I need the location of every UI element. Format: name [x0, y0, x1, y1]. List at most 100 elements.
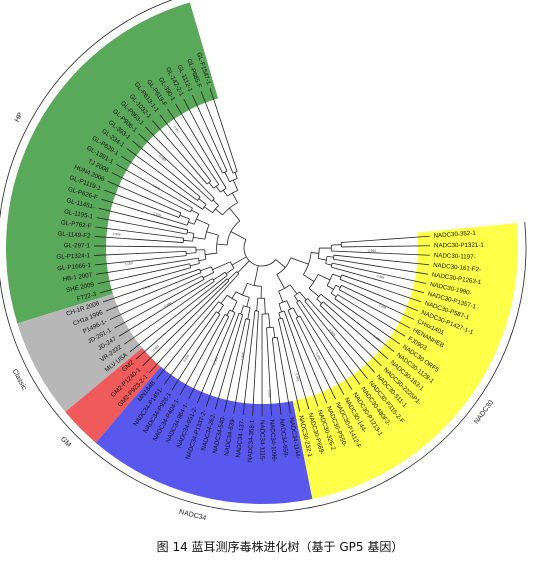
bracket-hp — [0, 0, 173, 326]
bootstrap-label: 0.997 — [152, 344, 161, 353]
leaf-label: HB-1 2007 — [62, 272, 93, 284]
branch-arc — [229, 309, 236, 313]
branch-line — [107, 180, 182, 214]
branch-line — [159, 114, 212, 182]
branch-arc — [278, 317, 283, 320]
leaf-label: NADC34-659- — [278, 419, 289, 458]
branch-line — [183, 99, 224, 174]
branch-line — [232, 192, 238, 203]
branch-line — [171, 314, 221, 391]
branch-line — [188, 316, 230, 400]
branch-line — [242, 310, 256, 415]
clade-label-classic: Classic — [11, 368, 28, 392]
branch-line — [124, 281, 215, 345]
branch-arc — [308, 274, 319, 289]
leaf-label: NADC34-137- — [235, 419, 246, 458]
branch-line — [282, 317, 310, 410]
branch-line — [278, 319, 301, 412]
branch-line — [334, 298, 401, 345]
branch-line — [339, 279, 418, 312]
branch-line — [94, 250, 187, 256]
clade-label-hp: HP — [14, 111, 25, 123]
bootstrap-label: 0.994 — [163, 301, 172, 309]
branch-line — [234, 172, 238, 179]
leaf-label: GL-P762-F — [61, 219, 92, 230]
branch-arc — [334, 294, 338, 299]
branch-line — [204, 206, 213, 213]
branch-arc — [178, 212, 182, 218]
branch-line — [205, 313, 240, 407]
branch-line — [97, 263, 190, 285]
sector-hp — [6, 2, 219, 324]
branch-line — [341, 274, 422, 303]
branch-line — [326, 255, 334, 258]
branch-line — [339, 289, 410, 329]
branch-line — [223, 318, 247, 412]
branch-line — [215, 186, 221, 193]
phylogenetic-tree-figure: 0.999 0.998 1.000 0.997 0.995 0.999 0.993 0.996… — [0, 0, 527, 522]
branch-line — [104, 189, 180, 218]
bootstrap-label: 1.000 — [378, 303, 387, 310]
branch-line — [332, 273, 342, 278]
branch-arc — [243, 239, 277, 267]
branch-line — [205, 252, 217, 255]
branch-line — [179, 314, 226, 395]
branch-line — [341, 245, 430, 248]
leaf-label: NADC30-161-F2- — [433, 262, 482, 274]
branch-line — [299, 315, 345, 395]
branch-line — [129, 274, 228, 353]
branch-line — [337, 294, 406, 337]
branch-line — [266, 327, 272, 416]
branch-arc — [325, 256, 328, 264]
branch-line — [231, 291, 237, 299]
branch-line — [98, 207, 188, 231]
figure-caption: 图 14 蓝耳测序毒株进化树（基于 GP5 基因） — [156, 540, 404, 554]
leaf-label: NADC34-1096- — [268, 420, 277, 463]
branch-line — [320, 293, 395, 353]
branch-line — [213, 271, 226, 281]
branch-arc — [186, 218, 190, 226]
branch-line — [276, 337, 291, 414]
bracket-nadc34 — [90, 448, 315, 513]
branch-line — [332, 262, 427, 284]
branch-line — [318, 258, 327, 261]
branch-line — [272, 327, 276, 338]
branch-line — [225, 267, 235, 275]
branch-line — [135, 278, 228, 360]
branch-arc — [216, 311, 221, 315]
branch-line — [121, 155, 203, 210]
branch-arc — [216, 235, 219, 254]
branch-arc — [206, 180, 211, 185]
branch-arc — [338, 285, 342, 290]
branch-line — [99, 267, 191, 294]
branch-line — [193, 236, 205, 240]
branch-arc — [192, 233, 195, 242]
branch-line — [278, 312, 281, 319]
branch-line — [299, 300, 361, 385]
bootstrap-label: 0.996 — [112, 232, 121, 237]
bootstrap-label: 1.000 — [240, 352, 245, 361]
branch-line — [331, 250, 430, 256]
branch-line — [246, 297, 250, 307]
branch-arc — [236, 271, 240, 274]
branch-line — [231, 256, 247, 266]
branch-line — [203, 272, 214, 279]
bracket-classic — [9, 325, 60, 418]
branch-line — [283, 310, 319, 407]
leaf-label: GL-P1324-1 — [56, 252, 91, 261]
bracket-gm — [58, 416, 91, 450]
branch-line — [293, 295, 299, 302]
branch-line — [198, 198, 207, 205]
branch-line — [152, 120, 208, 185]
bootstrap-label: 0.999 — [368, 249, 376, 253]
bootstrap-label: 0.992 — [153, 211, 162, 217]
branch-line — [247, 307, 251, 320]
branch-line — [222, 189, 228, 197]
branch-arc — [213, 184, 220, 189]
branch-arc — [339, 274, 343, 280]
tree-branches — [94, 88, 430, 417]
bootstrap-label: 1.000 — [125, 261, 134, 266]
branch-line — [94, 245, 196, 248]
branch-line — [196, 312, 236, 404]
branch-line — [163, 311, 217, 385]
